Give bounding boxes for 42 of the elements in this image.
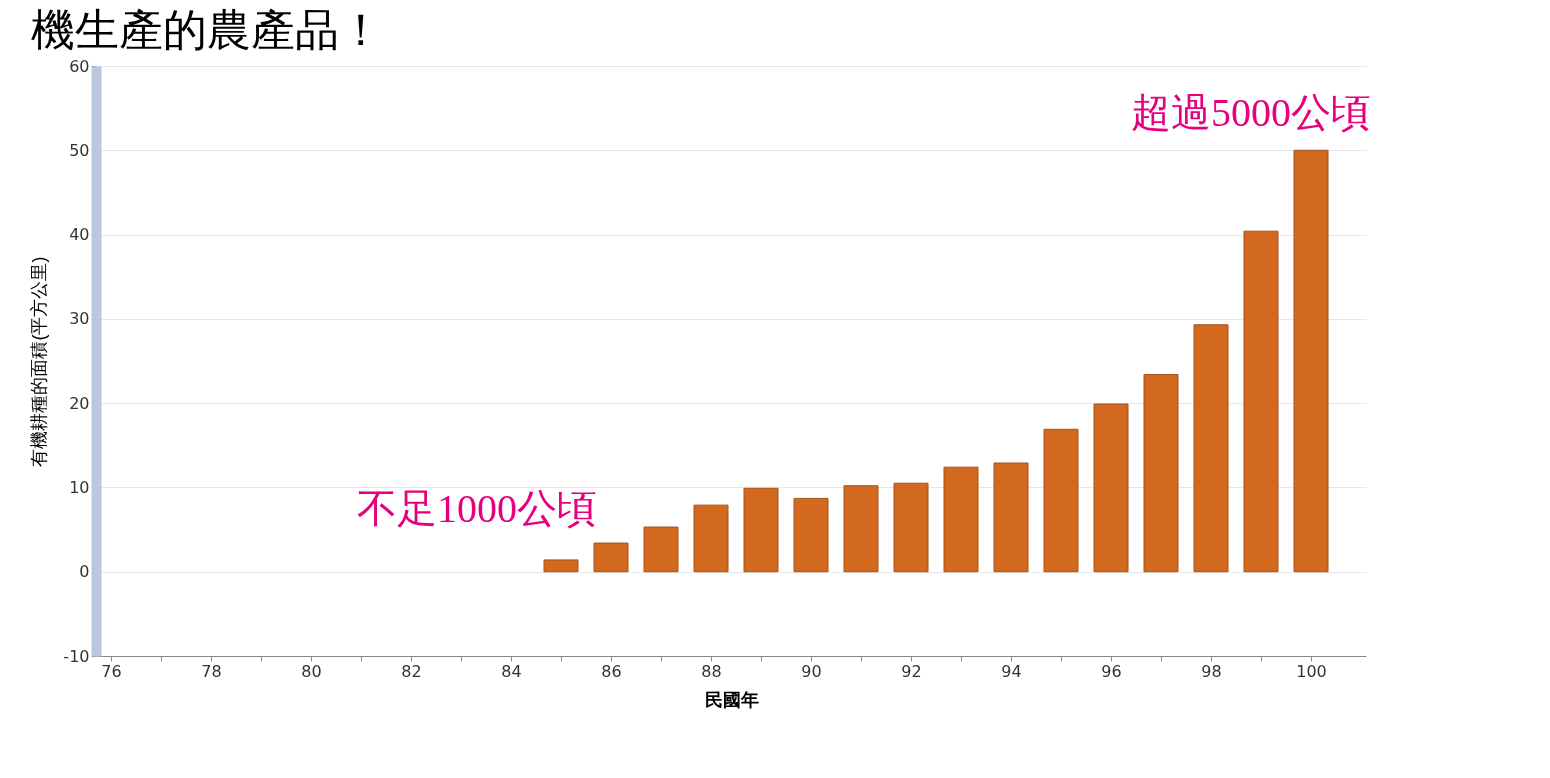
bar	[1043, 428, 1079, 573]
x-tick-label: 90	[801, 661, 822, 681]
y-tick-label: 60	[69, 56, 90, 76]
x-tick-label: 92	[901, 661, 922, 681]
x-tick-label: 78	[201, 661, 222, 681]
y-tick-label: 0	[79, 562, 90, 582]
bar	[543, 559, 579, 573]
y-tick-label: 40	[69, 225, 90, 245]
x-tick-label: 82	[401, 661, 422, 681]
y-axis-title: 有機耕種的面積(平方公里)	[29, 256, 50, 467]
y-tick-label: 50	[69, 140, 90, 160]
bar	[993, 462, 1029, 573]
x-tick-label: 86	[601, 661, 622, 681]
x-tick-label: 88	[701, 661, 722, 681]
y-tick-label: 20	[69, 393, 90, 413]
bar	[1243, 230, 1279, 573]
y-tick-label: 30	[69, 309, 90, 329]
x-tick-label: 76	[101, 661, 122, 681]
bar	[893, 482, 929, 573]
x-tick-label: 98	[1201, 661, 1222, 681]
bar	[1193, 324, 1229, 573]
bar	[643, 526, 679, 573]
bar	[593, 542, 629, 573]
bar	[1093, 403, 1129, 573]
x-tick-label: 84	[501, 661, 522, 681]
bar	[943, 466, 979, 573]
bar	[1143, 373, 1179, 573]
x-tick-label: 100	[1296, 661, 1327, 681]
x-tick-label: 94	[1001, 661, 1022, 681]
x-axis-title: 民國年	[704, 688, 759, 710]
annotation: 超過5000公頃	[1131, 90, 1371, 136]
annotation: 不足1000公頃	[357, 485, 597, 531]
chart-title: 機生產的農產品！	[30, 6, 383, 55]
y-tick-label: -10	[63, 646, 90, 666]
bar	[843, 485, 879, 573]
bar	[1293, 149, 1329, 573]
bar	[693, 504, 729, 573]
bar	[743, 487, 779, 573]
bar	[793, 497, 829, 573]
x-tick-label: 96	[1101, 661, 1122, 681]
x-tick-label: 80	[301, 661, 322, 681]
y-tick-label: 10	[69, 477, 90, 497]
